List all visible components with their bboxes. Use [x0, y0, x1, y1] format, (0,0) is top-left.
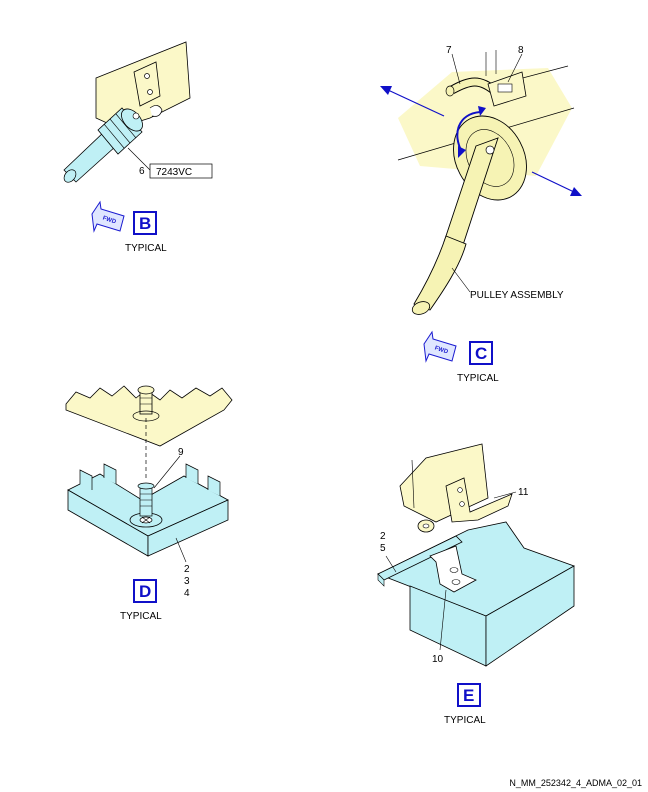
view-c-fwd-arrow-icon: FWD — [423, 330, 457, 363]
view-b-connector — [97, 107, 143, 155]
view-d-letter: D — [139, 582, 151, 601]
view-d-callout-2: 2 — [184, 564, 190, 575]
view-e-callout-11: 11 — [518, 487, 529, 498]
view-c-letter: C — [475, 344, 487, 363]
view-e-letter-box — [457, 683, 481, 707]
view-c-callout-8: 8 — [518, 45, 524, 56]
view-d-caption: TYPICAL — [120, 611, 162, 622]
view-c-arrow-left-icon — [380, 86, 392, 95]
view-c-letter-box — [469, 341, 493, 365]
view-c-pulley-label: PULLEY ASSEMBLY — [470, 290, 564, 301]
view-d-spring-clip — [137, 482, 155, 517]
view-b-letter: B — [139, 214, 151, 233]
view-b-bracket — [133, 61, 161, 107]
view-e-callout-10: 10 — [432, 654, 444, 665]
view-b-callout-6: 6 — [139, 166, 145, 177]
view-b-letter-box — [133, 211, 157, 235]
view-c-callout-7: 7 — [446, 45, 452, 56]
view-d: 9 2 3 4 D TYPICAL — [65, 385, 233, 622]
view-e-letter: E — [463, 686, 474, 705]
view-e-caption: TYPICAL — [444, 715, 486, 726]
view-e-callout-2: 2 — [380, 531, 386, 542]
view-e-callout-5: 5 — [380, 543, 386, 554]
view-b-code-box — [149, 163, 213, 179]
view-d-callout-9: 9 — [178, 447, 184, 458]
view-b-caption: TYPICAL — [125, 243, 167, 254]
view-d-fastener — [132, 385, 160, 422]
view-c-handle-grip — [413, 235, 467, 311]
drawing-id: N_MM_252342_4_ADMA_02_01 — [509, 778, 642, 788]
view-b-fwd-text: FWD — [102, 216, 117, 226]
view-b-code: 7243VC — [156, 167, 192, 178]
view-d-callout-3: 3 — [184, 576, 190, 587]
view-c: 7 8 PULLEY ASSEMBLY FWD C TYPICAL — [380, 45, 582, 384]
view-d-callout-4: 4 — [184, 588, 190, 599]
view-c-rotation-arrow-icon — [458, 146, 466, 158]
view-c-arrow-right-icon — [570, 187, 582, 196]
view-b: 6 7243VC FWD B TYPICAL — [63, 41, 213, 254]
view-d-structure — [65, 385, 233, 447]
view-c-fwd-text: FWD — [434, 346, 449, 356]
view-e: 11 2 5 10 E TYPICAL — [377, 443, 575, 726]
view-d-letter-box — [133, 579, 157, 603]
view-b-fwd-arrow-icon: FWD — [91, 200, 125, 233]
view-c-caption: TYPICAL — [457, 373, 499, 384]
